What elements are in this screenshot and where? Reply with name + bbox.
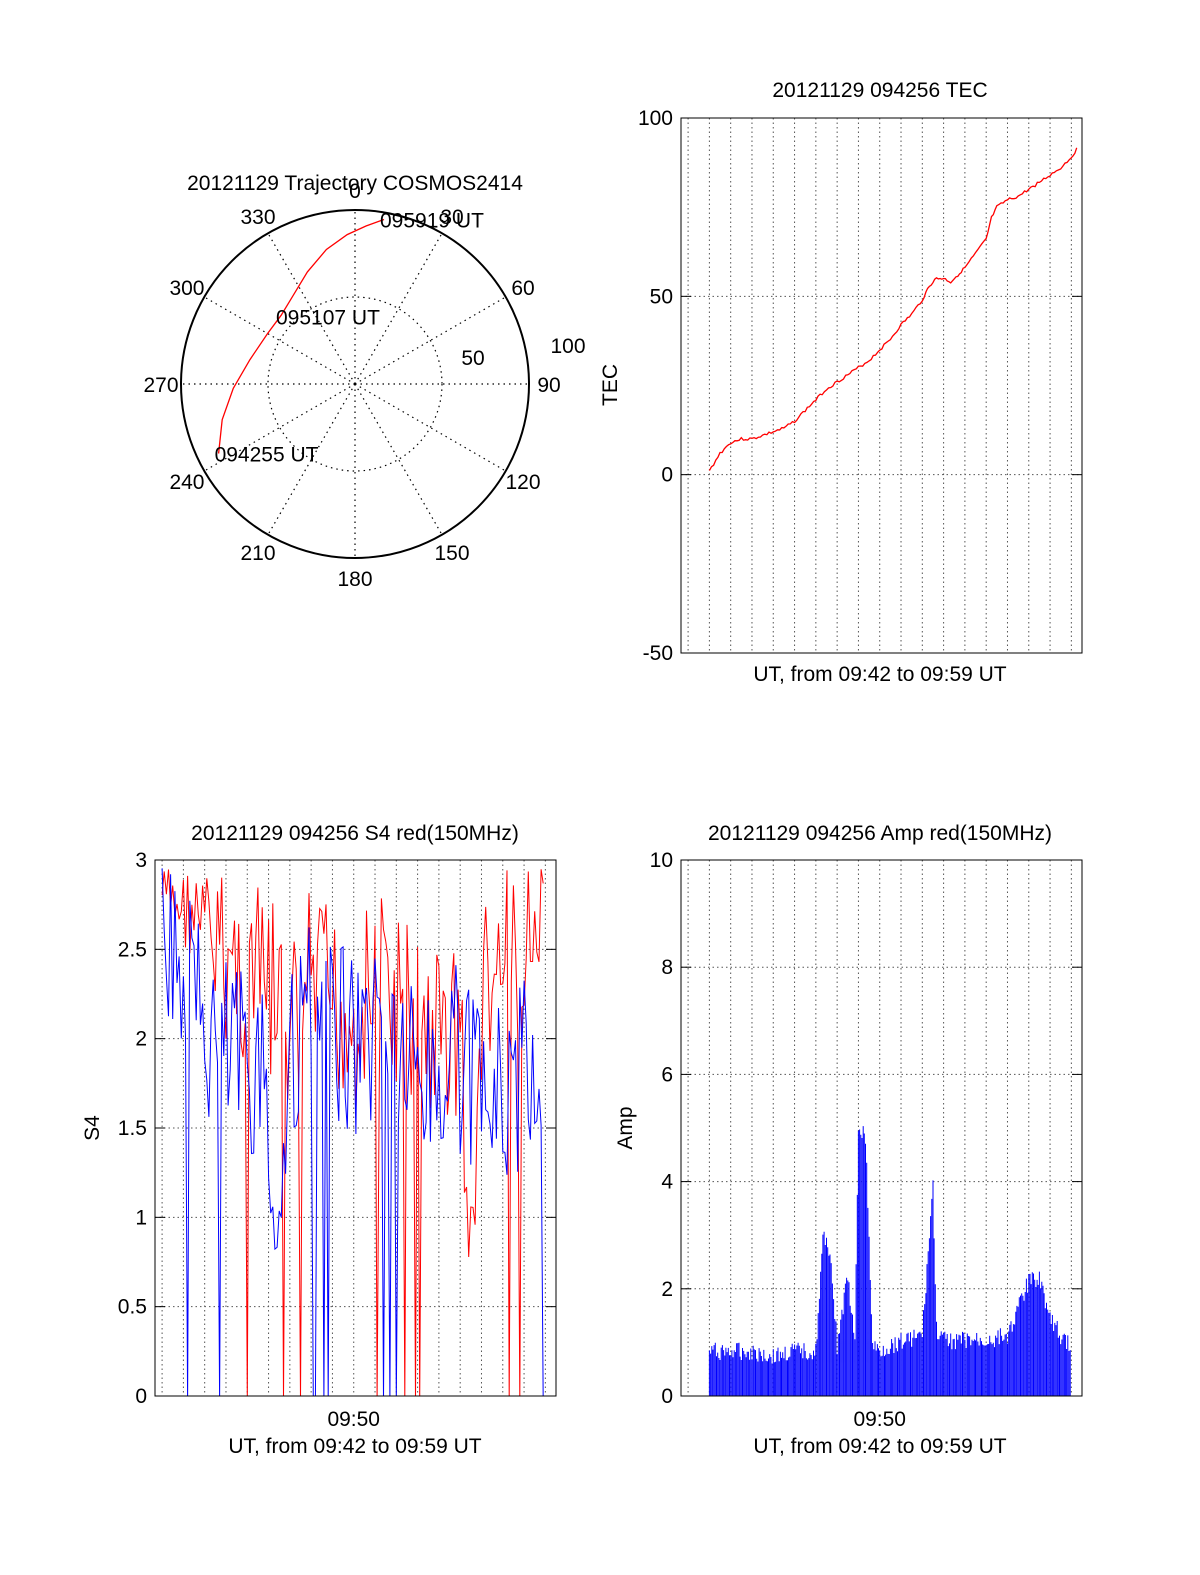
polar-angle-label: 270 [143,374,178,397]
y-tick-label: -50 [643,642,673,665]
x-tick-label: 09:50 [853,1408,906,1431]
s4-title: 20121129 094256 S4 red(150MHz) [191,822,519,845]
polar-angle-label: 210 [240,542,275,565]
series-line [708,1126,1071,1396]
y-tick-label: 0 [135,1385,147,1408]
trajectory-time-label: 094255 UT [215,444,319,467]
y-tick-label: 10 [650,849,673,872]
polar-spoke [204,296,356,385]
amp-plot-area: 0 2 4 6 8 10 09:50 [650,849,1083,1431]
polar-spoke [354,233,443,385]
plot-frame [680,859,1083,1397]
polar-angle-label: 120 [505,471,540,494]
s4-plot-area: 0 0.5 1 1.5 2 2.5 3 09:50 [118,849,557,1431]
tec-panel: 20121129 094256 TEC -50 0 50 100 UT, from 0… [599,79,1083,686]
y-tick-label: 1 [135,1206,147,1229]
polar-spoke [267,233,356,385]
s4-panel: 20121129 094256 S4 red(150MHz) 0 0.5 1 1.5 2… [81,822,557,1458]
amp-title: 20121129 094256 Amp red(150MHz) [708,822,1052,845]
polar-spoke [267,383,356,535]
series-line [161,868,544,1396]
y-tick-label: 2 [661,1278,673,1301]
trajectory-panel: 20121129 Trajectory COSMOS2414 0 30 60 90 12… [143,172,585,591]
trajectory-time-label: 095919 UT [380,209,484,232]
y-tick-label: 2 [135,1028,147,1051]
trajectory-title: 20121129 Trajectory COSMOS2414 [187,172,523,195]
y-tick-label: 0 [661,464,673,487]
s4-xlabel: UT, from 09:42 to 09:59 UT [228,1435,481,1458]
trajectory-time-label: 095107 UT [276,306,380,329]
polar-grid [180,209,530,559]
polar-spoke [354,383,443,535]
y-tick-label: 2.5 [118,938,147,961]
polar-spoke [354,296,506,385]
plot-frame [680,117,1083,654]
series-group [161,868,544,1396]
polar-spoke [204,383,356,472]
trajectory-track [217,218,385,454]
y-tick-label: 1.5 [118,1117,147,1140]
tec-plot-area: -50 0 50 100 [638,107,1083,665]
y-tick-label: 0.5 [118,1296,147,1319]
polar-angle-label: 150 [434,542,469,565]
polar-angle-label: 180 [337,568,372,591]
plot-frame [154,859,557,1397]
polar-angle-label: 330 [240,206,275,229]
polar-angle-label: 90 [537,374,560,397]
polar-angle-label: 300 [169,277,204,300]
tec-ylabel: TEC [599,364,622,406]
amp-xlabel: UT, from 09:42 to 09:59 UT [753,1435,1006,1458]
polar-angle-label: 60 [511,277,534,300]
polar-ring-50 [267,296,443,472]
polar-radius-label: 100 [550,335,585,358]
tec-xlabel: UT, from 09:42 to 09:59 UT [753,663,1006,686]
series-group [708,147,1078,471]
polar-angle-label: 30 [440,206,463,229]
polar-angle-label: 0 [349,180,361,203]
series-group [708,1126,1071,1396]
y-tick-label: 0 [661,1385,673,1408]
series-line [708,147,1078,471]
y-tick-label: 6 [661,1063,673,1086]
s4-ylabel: S4 [81,1115,104,1141]
amp-ylabel: Amp [614,1106,637,1149]
polar-radius-label: 50 [461,347,484,370]
y-tick-label: 8 [661,956,673,979]
y-tick-label: 3 [135,849,147,872]
tec-title: 20121129 094256 TEC [772,79,987,102]
polar-labels: 0 30 60 90 120 150 180 210 240 270 300 330 50 100 0942… [143,180,585,591]
polar-angle-label: 240 [169,471,204,494]
y-tick-label: 4 [661,1171,673,1194]
y-tick-label: 100 [638,107,673,130]
y-tick-label: 50 [650,285,673,308]
trajectory-line [217,218,385,454]
polar-spoke [354,383,506,472]
x-tick-label: 09:50 [327,1408,380,1431]
polar-outer-circle [180,209,530,559]
amp-panel: 20121129 094256 Amp red(150MHz) 02468100… [614,822,1083,1458]
